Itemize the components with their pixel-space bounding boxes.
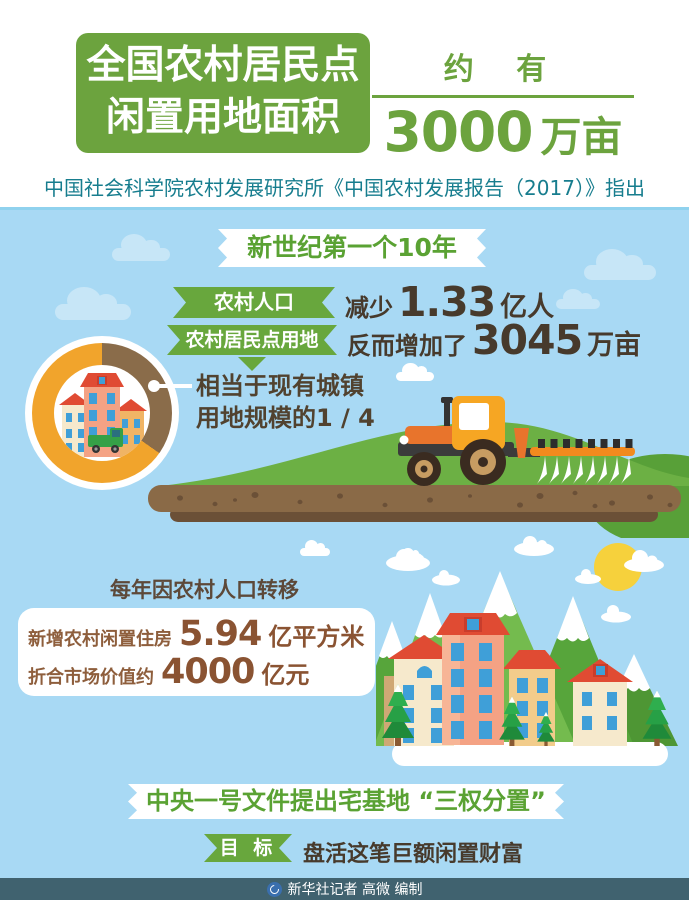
tractor-icon xyxy=(398,396,514,486)
cloud-icon xyxy=(55,287,131,320)
cloud-icons xyxy=(386,536,664,623)
main-title-line1: 全国农村居民点 xyxy=(86,43,360,88)
credit-text: 新华社记者 高微 编制 xyxy=(287,882,423,898)
plow-icon xyxy=(508,428,635,484)
donut-ring xyxy=(32,343,172,483)
stat-label: 新增农村闲置住房 xyxy=(28,629,172,650)
sun-icon xyxy=(594,543,642,591)
cloud-icon xyxy=(556,288,600,309)
stat-value: 5.94 xyxy=(179,614,262,654)
xinhua-logo-icon xyxy=(266,881,282,897)
ribbon-rural-population: 农村人口 xyxy=(173,287,335,318)
cloud-icon xyxy=(396,362,434,381)
source-citation: 中国社会科学院农村发展研究所《中国农村发展报告（2017）》指出 xyxy=(44,176,645,200)
stat-unit: 亿元 xyxy=(261,661,310,689)
approx-label: 约 有 xyxy=(443,52,563,87)
stat-idle-housing: 新增农村闲置住房 5.94 亿平方米 xyxy=(18,614,375,654)
stat-unit: 亿平方米 xyxy=(268,623,365,651)
truck-icon xyxy=(88,428,123,453)
cloud-icon xyxy=(300,539,330,556)
approx-value: 3000 xyxy=(383,100,533,164)
pointer-triangle-icon xyxy=(238,357,266,371)
callout-dot xyxy=(148,380,160,392)
main-title-line2: 闲置用地面积 xyxy=(105,95,340,140)
donut-chart xyxy=(25,336,179,490)
callout-line xyxy=(158,384,192,388)
stat-unit: 亿人 xyxy=(500,292,555,323)
village-in-circle-illustration xyxy=(54,365,150,461)
housing-stat-card: 新增农村闲置住房 5.94 亿平方米 折合市场价值约 4000 亿元 xyxy=(18,608,375,696)
stat-market-value: 折合市场价值约 4000 亿元 xyxy=(18,652,375,692)
headline-stat: 约 有 3000 万亩 xyxy=(372,44,634,164)
callout-line2: 用地规模的1 / 4 xyxy=(196,404,375,432)
soil-dots xyxy=(177,490,673,509)
stat-value: 3045 xyxy=(472,316,583,364)
divider-line xyxy=(372,95,634,98)
stat-land-increase: 反而增加了 3045 万亩 xyxy=(347,316,641,364)
stat-population-decline: 减少 1.33 亿人 xyxy=(345,278,554,326)
stat-value: 1.33 xyxy=(398,278,496,326)
stat-prefix: 减少 xyxy=(345,294,393,322)
stat-value: 4000 xyxy=(161,652,255,692)
stat-label: 折合市场价值约 xyxy=(28,667,154,688)
circle-buildings-icon xyxy=(59,373,147,457)
tree-icons xyxy=(382,684,672,746)
goal-text: 盘活这笔巨额闲置财富 xyxy=(303,842,524,867)
approx-unit: 万亩 xyxy=(540,113,623,161)
village-mountains-illustration xyxy=(376,536,678,766)
callout-line1: 相当于现有城镇 xyxy=(196,372,364,400)
policy-banner: 中央一号文件提出宅基地 “三权分置” xyxy=(128,784,564,819)
cloud-icon xyxy=(112,234,170,261)
main-title: 全国农村居民点 闲置用地面积 xyxy=(76,33,370,153)
cloud-icon xyxy=(584,249,656,280)
goal-ribbon: 目 标 xyxy=(204,834,292,862)
decade-banner: 新世纪第一个10年 xyxy=(218,229,486,267)
donut-callout: 相当于现有城镇 用地规模的1 / 4 xyxy=(196,370,375,434)
ribbon-settlement-land: 农村居民点用地 xyxy=(167,325,337,355)
content-panel: 新世纪第一个10年 农村人口 减少 1.33 亿人 农村居民点用地 反而增加了 … xyxy=(0,207,689,878)
footer-credit-bar: 新华社记者 高微 编制 xyxy=(0,878,689,900)
stat-prefix: 反而增加了 xyxy=(347,332,467,360)
tractor-field-illustration xyxy=(148,396,689,538)
transfer-heading: 每年因农村人口转移 xyxy=(110,578,299,602)
stat-unit: 万亩 xyxy=(587,330,642,361)
